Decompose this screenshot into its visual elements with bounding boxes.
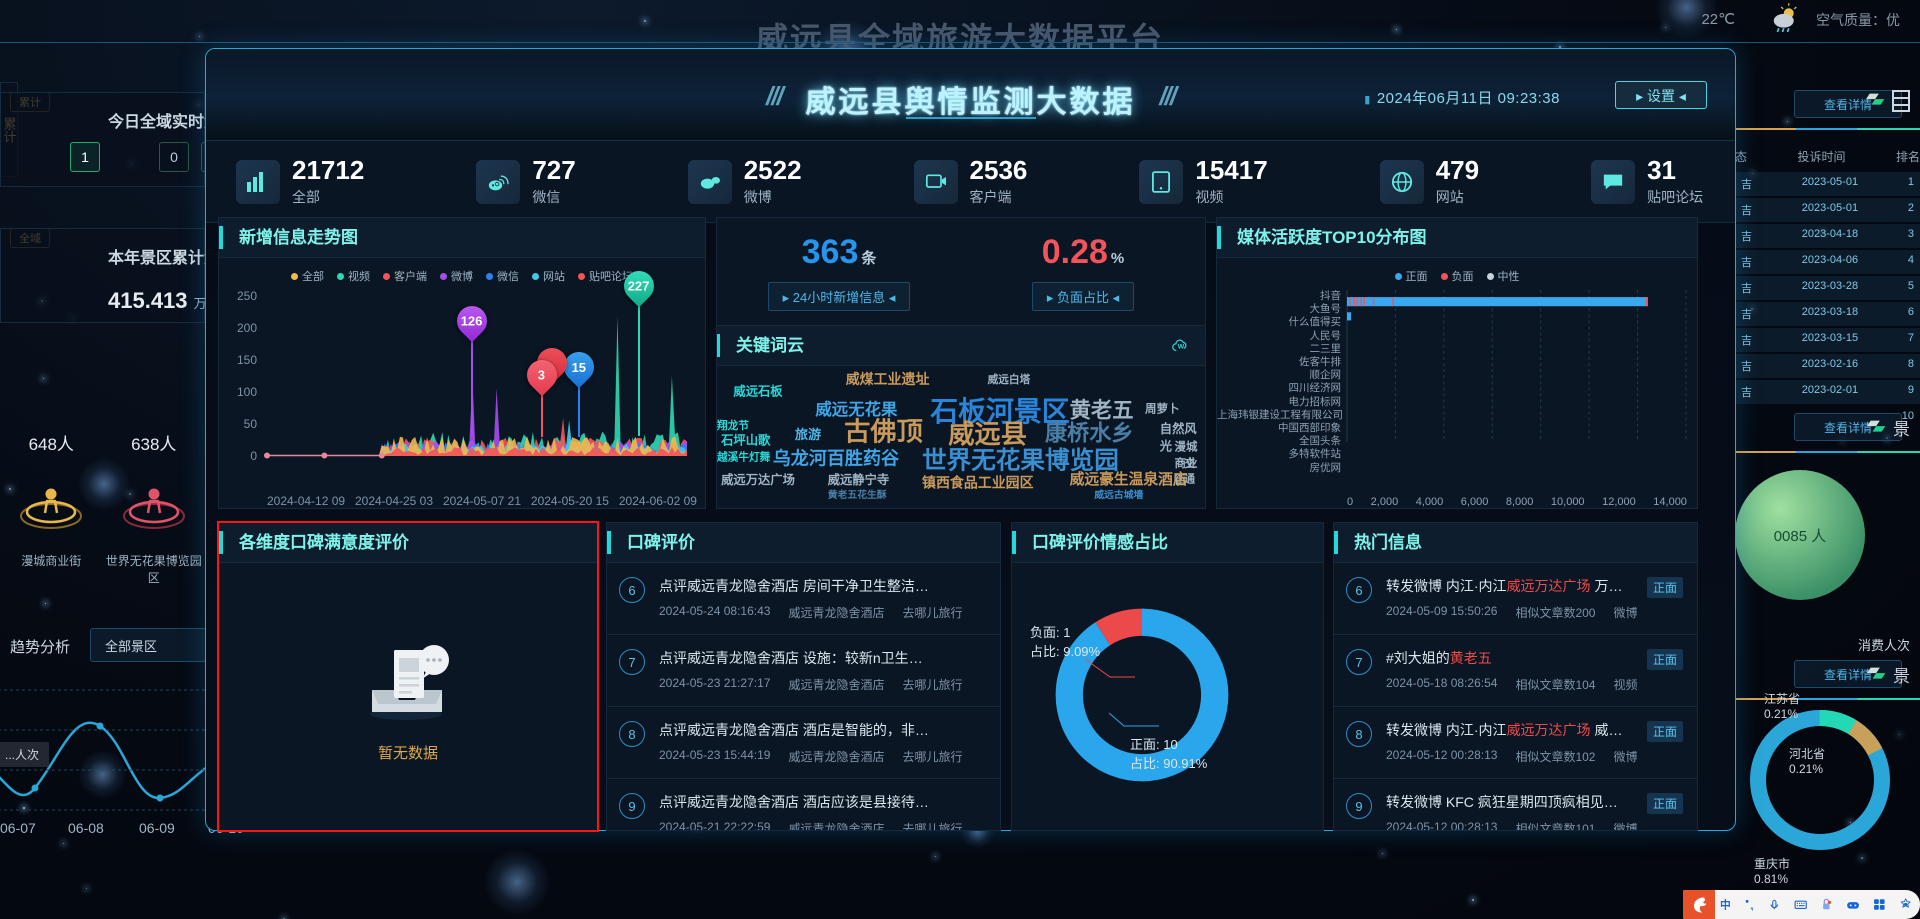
svg-text:W: W	[1178, 343, 1185, 350]
svg-text:中: 中	[1720, 898, 1731, 911]
